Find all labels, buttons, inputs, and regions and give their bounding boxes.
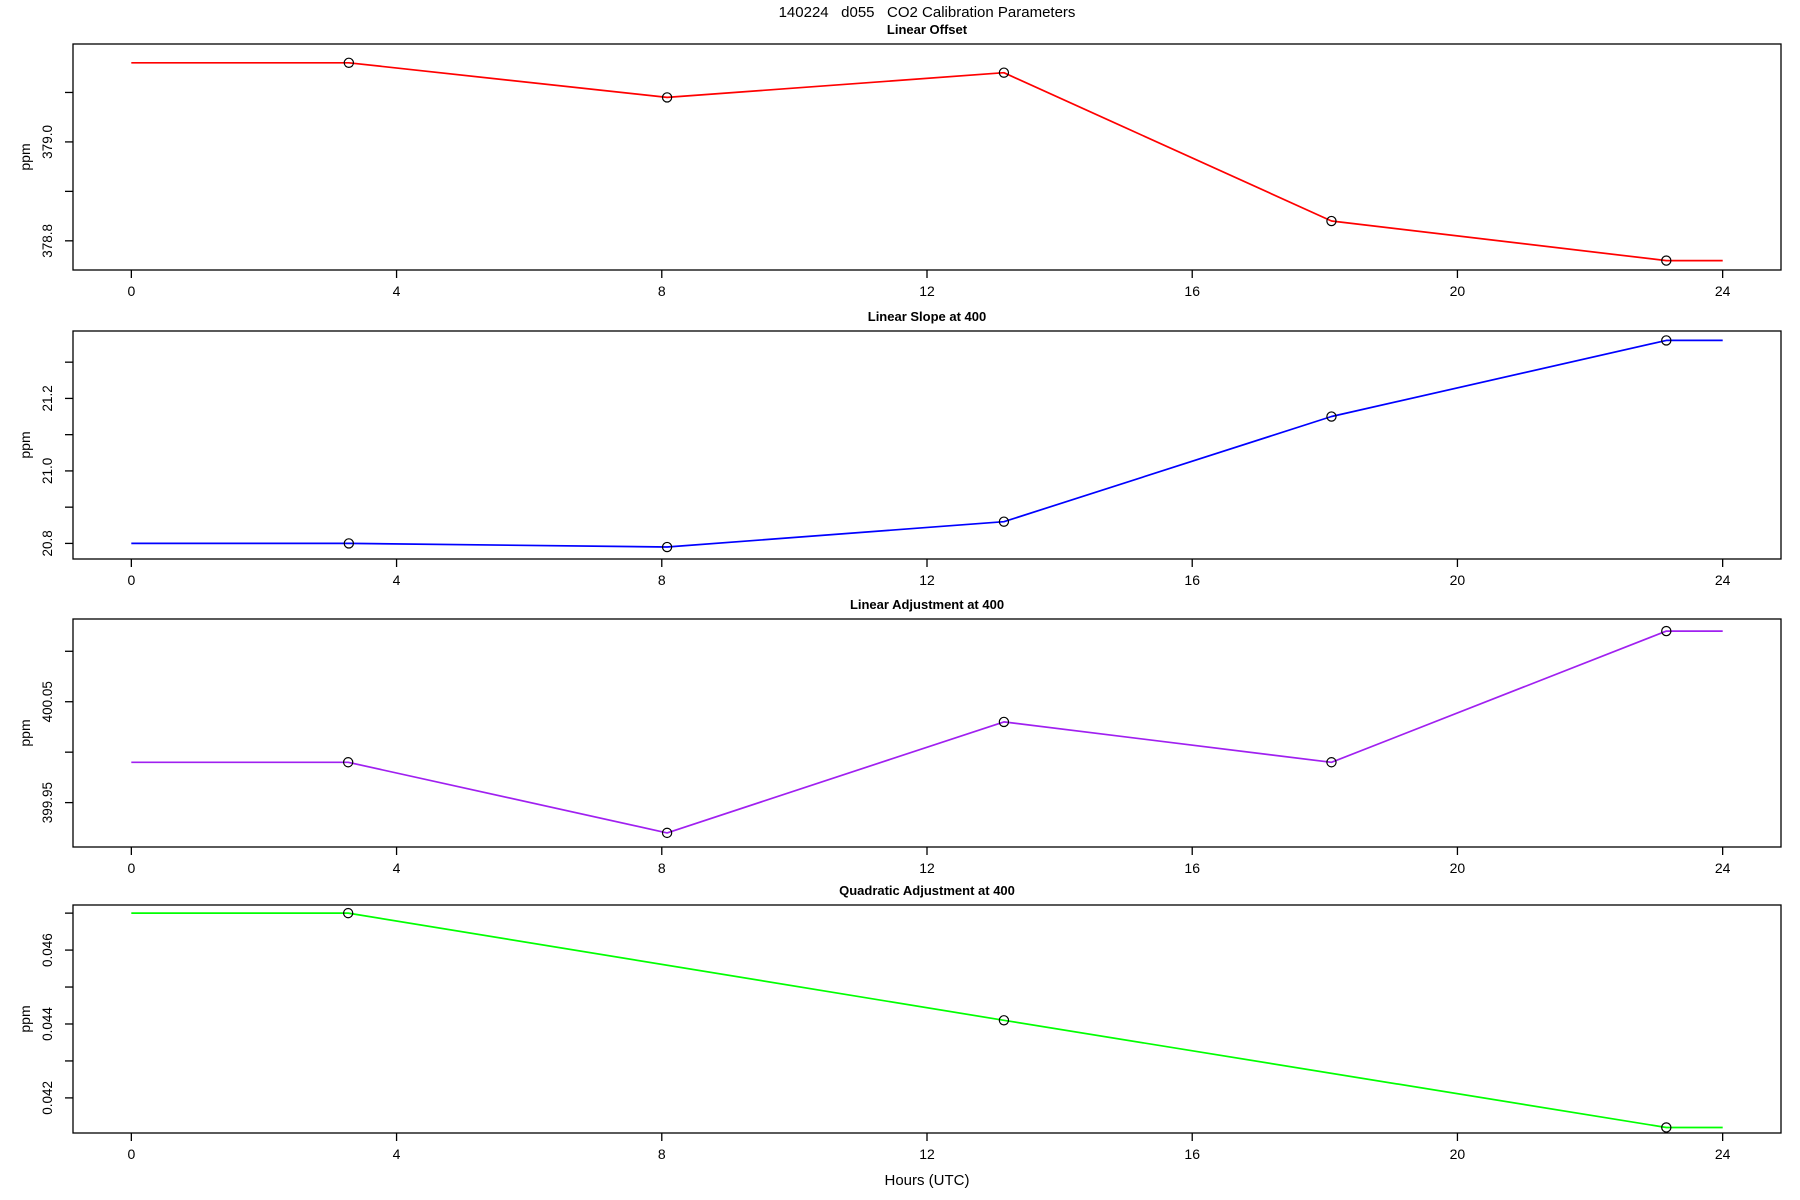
y-axis-label-panel-2: ppm [17,431,33,459]
y-tick-label: 20.8 [40,530,55,556]
panel-title-linear-adjustment: Linear Adjustment at 400 [849,597,1005,612]
series-line [131,912,1723,1129]
data-point [661,827,673,839]
x-tick-label: 4 [393,860,401,876]
x-tick-label: 12 [919,283,935,299]
x-tick-label: 16 [1184,1146,1200,1162]
y-tick-label: 378.8 [40,224,55,258]
x-tick-label: 4 [393,283,401,299]
data-point [1661,625,1672,637]
data-point [998,1015,1010,1026]
x-tick-label: 24 [1715,283,1731,299]
y-axis-label-panel-3: ppm [17,719,33,747]
data-point [998,516,1010,527]
y-tick-label: 0.042 [40,1081,55,1115]
x-tick-label: 0 [127,1146,135,1162]
y-tick-label: 21.2 [40,385,55,411]
x-tick-label: 0 [127,283,135,299]
x-tick-label: 24 [1715,1146,1731,1162]
panel-4: 0.042 0.044 0.046 0 4 8 12 16 20 24 [40,904,1782,1162]
data-point [998,67,1010,78]
data-point [998,716,1010,728]
series-line [131,61,1723,262]
data-point [342,757,354,768]
x-tick-label: 16 [1184,572,1200,588]
y-tick-label: 379.0 [40,125,55,159]
y-tick-label: 400.05 [40,681,55,722]
panel-border [72,618,1782,848]
data-point [343,538,355,549]
data-point [661,92,673,103]
panel-1: 378.8 379.0 0 4 8 12 16 20 24 [40,43,1782,299]
data-point [661,541,673,553]
x-tick-label: 8 [658,283,666,299]
data-point [342,907,354,919]
x-tick-label: 24 [1715,572,1731,588]
x-tick-label: 0 [127,860,135,876]
y-tick-label: 0.044 [40,1007,55,1041]
x-tick-label: 20 [1450,1146,1466,1162]
panel-title-linear-offset: Linear Offset [886,22,968,37]
data-point [1326,411,1337,422]
x-tick-label: 20 [1450,860,1466,876]
series-line [131,339,1723,548]
panel-border [72,330,1782,560]
x-tick-label: 24 [1715,860,1731,876]
x-tick-label: 16 [1184,283,1200,299]
page-title: 140224 d055 CO2 Calibration Parameters [778,4,1076,21]
data-point [1661,255,1672,266]
panel-title-quadratic-adjustment: Quadratic Adjustment at 400 [839,883,1015,898]
y-axis-label-panel-1: ppm [17,143,33,171]
x-tick-label: 12 [919,860,935,876]
x-tick-label: 20 [1450,283,1466,299]
panel-3: 399.95 400.05 0 4 8 12 16 20 24 [40,618,1782,876]
x-tick-label: 20 [1450,572,1466,588]
x-tick-label: 0 [127,572,135,588]
data-point [343,57,355,68]
x-axis-label: Hours (UTC) [884,1172,970,1189]
x-tick-label: 8 [658,860,666,876]
x-tick-label: 8 [658,572,666,588]
y-tick-label: 399.95 [40,782,55,823]
data-point [1661,1122,1672,1133]
data-point [1661,335,1672,346]
panel-border [72,904,1782,1134]
x-tick-label: 16 [1184,860,1200,876]
y-tick-label: 21.0 [40,458,55,484]
data-point [1326,215,1337,227]
x-tick-label: 8 [658,1146,666,1162]
y-tick-label: 0.046 [40,933,55,967]
x-tick-label: 12 [919,1146,935,1162]
panel-title-linear-slope: Linear Slope at 400 [867,309,987,324]
data-point [1326,757,1337,768]
x-tick-label: 12 [919,572,935,588]
x-tick-label: 4 [393,1146,401,1162]
panel-2: 20.8 21.0 21.2 0 4 8 12 16 20 24 [40,330,1782,588]
x-tick-label: 4 [393,572,401,588]
y-axis-label-panel-4: ppm [17,1005,33,1033]
series-line [131,630,1723,834]
